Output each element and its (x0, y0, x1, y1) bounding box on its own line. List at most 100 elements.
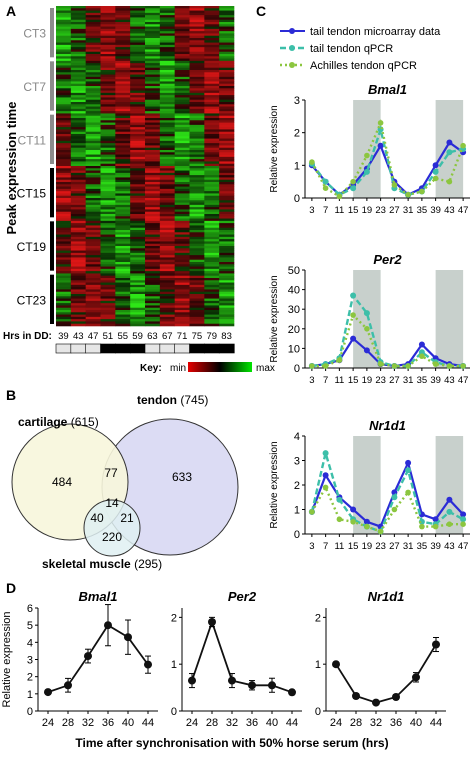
heatmap-cell (56, 102, 72, 105)
heatmap-cell (115, 90, 131, 94)
heatmap-cell (56, 56, 72, 59)
data-point (391, 363, 398, 369)
heatmap-cell (56, 314, 72, 318)
series-line (310, 124, 464, 197)
heatmap-cell (70, 113, 86, 117)
heatmap-cell (189, 310, 205, 313)
heatmap-cell (189, 314, 205, 318)
heatmap-cell (85, 236, 101, 240)
heatmap-cell (159, 223, 175, 226)
heatmap-cell (145, 38, 161, 41)
heatmap-cell (219, 31, 235, 34)
heatmap-cell (115, 74, 131, 78)
heatmap-cell (189, 241, 205, 245)
heatmap-cell (130, 296, 146, 299)
heatmap-cell (70, 44, 86, 48)
heatmap-cell (70, 303, 86, 306)
heatmap-cell (85, 60, 101, 64)
heatmap-cell (145, 6, 161, 9)
heatmap-cell (70, 319, 86, 322)
heatmap-cell (130, 33, 146, 37)
heatmap-cell (70, 198, 86, 201)
heatmap-cell (100, 239, 116, 242)
heatmap-cell (130, 28, 146, 32)
x-tick-label: 11 (334, 205, 344, 216)
heatmap-cell (219, 300, 235, 304)
heatmap-cell (130, 51, 146, 55)
heatmap-cell (219, 275, 235, 279)
y-axis-label: Relative expression (1, 612, 13, 708)
heatmap-cell (189, 33, 205, 37)
data-point (412, 673, 420, 682)
heatmap-cell (145, 51, 161, 55)
heatmap-cell (70, 8, 86, 11)
heatmap-cell (189, 200, 205, 203)
heatmap-cell (145, 179, 161, 183)
heatmap-cell (130, 209, 146, 213)
data-point (350, 292, 357, 299)
heatmap-cell (204, 99, 220, 103)
data-point (322, 185, 329, 191)
heatmap-cell (219, 120, 235, 123)
heatmap-cell (145, 218, 161, 222)
x-tick-label: 15 (348, 375, 359, 386)
heatmap-cell (56, 262, 72, 265)
heatmap-cell (130, 108, 146, 112)
x-tick-label: 28 (350, 717, 362, 729)
heatmap-cell (85, 74, 101, 78)
heatmap-cell (174, 211, 190, 215)
heatmap-cell (56, 264, 72, 267)
heatmap-cell (130, 188, 146, 192)
heatmap-cell (70, 76, 86, 80)
heatmap-cell (189, 234, 205, 238)
heatmap-cell (174, 287, 190, 290)
heatmap-cell (115, 284, 131, 288)
data-point (446, 139, 453, 146)
heatmap-cell (100, 26, 116, 30)
heatmap-cell (130, 243, 146, 247)
heatmap-cell (219, 246, 235, 249)
heatmap-cell (130, 168, 146, 171)
heatmap-cell (130, 156, 146, 160)
heatmap-cell (159, 303, 175, 306)
heatmap-cell (115, 289, 131, 293)
data-point (405, 363, 411, 369)
heatmap-cell (159, 289, 175, 293)
ct-group-label: CT19 (17, 240, 47, 254)
heatmap-cell (85, 218, 101, 222)
heatmap-cell (189, 284, 205, 288)
heatmap-cell (145, 108, 161, 112)
heatmap-cell (204, 191, 220, 194)
heatmap-cell (56, 83, 72, 87)
heatmap-cell (189, 303, 205, 306)
heatmap-cell (159, 147, 175, 151)
heatmap-cell (70, 289, 86, 293)
heatmap-cell (115, 195, 131, 199)
heatmap-cell (204, 179, 220, 183)
heatmap-cell (100, 131, 116, 135)
data-point (446, 496, 453, 503)
heatmap-cell (159, 163, 175, 167)
heatmap-cell (174, 24, 190, 27)
heatmap-cell (70, 243, 86, 247)
heatmap-cell (204, 147, 220, 151)
heatmap-cell (145, 76, 161, 80)
data-point (446, 178, 453, 185)
heatmap-cell (174, 236, 190, 240)
y-tick-label: 30 (288, 304, 300, 316)
heatmap-cell (56, 106, 72, 110)
heatmap-cell (219, 134, 235, 137)
heatmap-cell (219, 223, 235, 226)
heatmap-cell (85, 266, 101, 270)
heatmap-cell (145, 122, 161, 126)
heatmap-cell (189, 278, 205, 281)
heatmap-cell (115, 106, 131, 110)
heatmap-cell (115, 182, 131, 185)
heatmap-cell (115, 124, 131, 128)
heatmap-cell (174, 134, 190, 137)
ct-group-bar (50, 114, 54, 164)
heatmap-cell (56, 255, 72, 258)
heatmap-cell (159, 104, 175, 107)
heatmap-cell (100, 120, 116, 123)
heatmap-cell (159, 170, 175, 174)
